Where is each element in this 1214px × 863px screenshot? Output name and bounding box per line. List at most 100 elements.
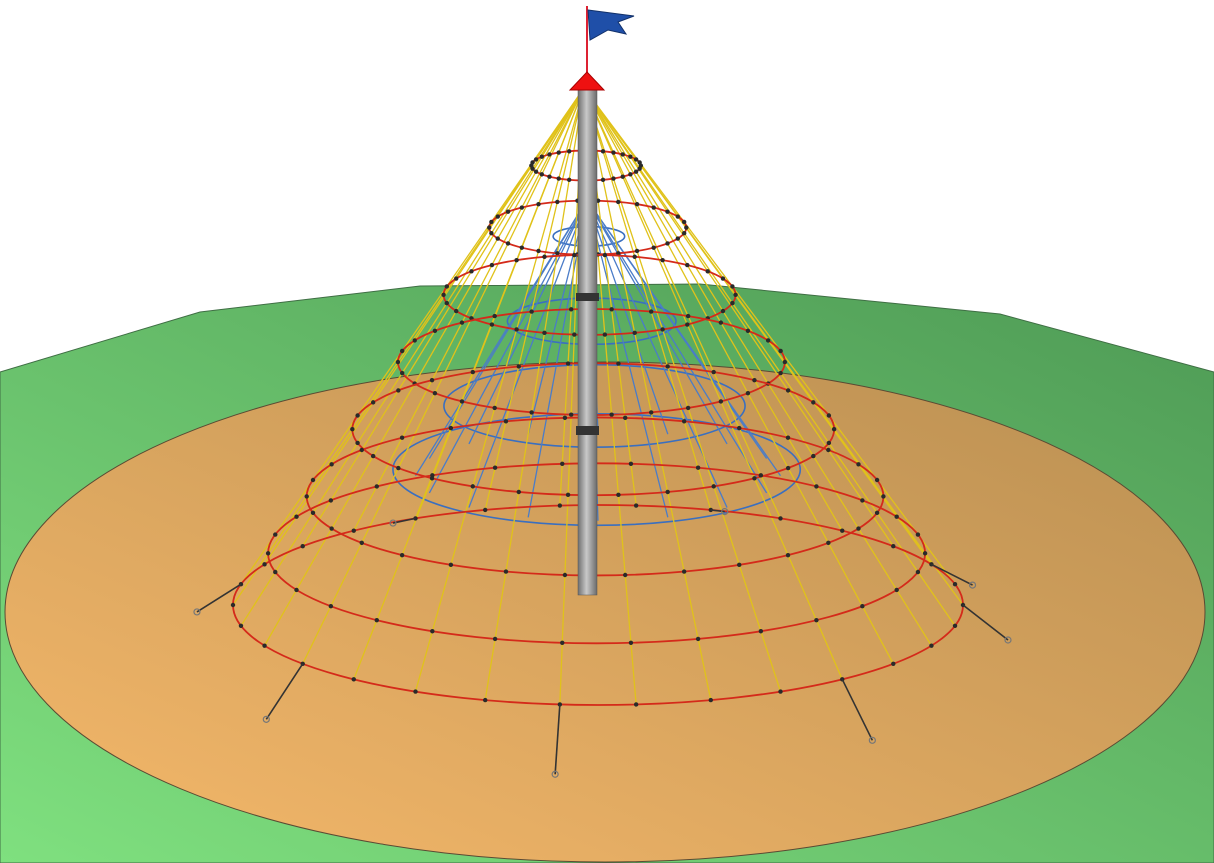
rope-knot	[711, 484, 716, 489]
rope-knot	[396, 388, 401, 393]
rope-knot	[733, 292, 738, 297]
rope-knot	[811, 453, 816, 459]
rope-knot	[685, 313, 691, 319]
rope-knot	[602, 332, 608, 337]
radial-rope	[240, 87, 585, 627]
rope-knot	[785, 435, 791, 440]
rope-knot	[329, 462, 334, 467]
rope-knot	[616, 199, 621, 205]
rope-knot	[429, 377, 435, 383]
rope-knot	[469, 269, 474, 274]
rope-knot	[547, 152, 552, 157]
rope-knot	[547, 174, 552, 179]
rope-knot	[230, 602, 236, 608]
rope-knot	[560, 461, 565, 466]
rope-knot	[600, 177, 606, 183]
rope-knot	[826, 440, 832, 446]
rope-knot	[396, 465, 401, 471]
rope-knot	[370, 400, 376, 405]
rope-knot	[529, 410, 534, 415]
rope-knot	[374, 484, 379, 489]
sand-area	[4, 361, 1206, 863]
inner-rope	[468, 199, 588, 445]
rope-knot	[711, 369, 716, 375]
rope-knot	[730, 284, 735, 289]
rope-knot	[675, 214, 681, 219]
rope-knot	[894, 514, 899, 519]
rope-knot	[752, 476, 757, 481]
rope-knot	[483, 697, 488, 703]
rope-knot	[359, 540, 364, 546]
anchor-ring	[1004, 636, 1012, 644]
rope-knot	[483, 507, 488, 513]
rope-knot	[623, 572, 628, 578]
rope-knot	[454, 276, 459, 281]
inner-rope	[468, 199, 588, 508]
rope-knot	[395, 359, 401, 365]
rope-knot	[695, 636, 701, 642]
rope-knot	[294, 514, 299, 519]
rope-knot	[632, 330, 637, 336]
anchor-ring	[389, 519, 397, 527]
rope-knot	[505, 241, 511, 246]
anchor-rope	[710, 509, 725, 513]
anchor-rope	[931, 563, 973, 586]
rope-knot	[514, 257, 519, 263]
rope-knot	[492, 313, 497, 319]
rope-knot	[459, 320, 465, 325]
rope-knot	[814, 484, 819, 489]
rope-knot	[778, 689, 783, 694]
rope-knot	[705, 269, 710, 274]
rope-knot	[665, 209, 670, 214]
anchor-ring	[968, 581, 977, 589]
rope-knot	[609, 307, 614, 312]
rope-knot	[720, 276, 726, 281]
rope-knot	[685, 262, 690, 268]
rope-knot	[304, 494, 309, 499]
rope-knot	[505, 209, 511, 214]
rope-knot	[856, 462, 861, 467]
rope-knot	[444, 300, 449, 306]
anchor-ring	[721, 508, 729, 516]
rope-knot	[533, 169, 539, 174]
rope-knot	[718, 320, 724, 325]
inner-rope	[428, 199, 588, 494]
rope-knot	[572, 332, 577, 337]
rope-knot	[294, 587, 299, 593]
rope-knot	[262, 562, 267, 567]
rope-knot	[922, 551, 928, 556]
rope-knot	[730, 300, 735, 306]
rope-knot	[929, 643, 934, 648]
rope-knot	[519, 205, 525, 210]
rope-knot	[665, 489, 670, 495]
rope-knot	[758, 629, 764, 634]
rope-knot	[399, 348, 405, 354]
rope-knot	[633, 702, 639, 707]
rope-knot	[648, 410, 654, 415]
rope-knot	[562, 572, 568, 578]
rope-knot	[665, 364, 670, 369]
rope-knot	[826, 447, 831, 453]
rope-knot	[651, 205, 656, 210]
rope-knot	[432, 328, 438, 334]
rope-knot	[695, 465, 701, 470]
rope-knot	[831, 427, 837, 432]
anchor-rope	[554, 704, 561, 775]
rope-knot	[568, 307, 574, 312]
radial-rope	[583, 87, 782, 692]
rope-knot	[503, 419, 509, 424]
rope-knot	[514, 327, 519, 332]
rope-knot	[628, 461, 634, 466]
rope-knot	[660, 257, 665, 263]
rope-knot	[633, 503, 639, 508]
rope-knot	[533, 157, 539, 162]
rope-knot	[881, 494, 886, 499]
rope-knot	[814, 617, 819, 623]
rope-knot	[628, 640, 634, 646]
rope-knot	[516, 364, 521, 369]
rope-knot	[566, 177, 572, 183]
radial-rope	[414, 87, 585, 519]
rope-knot	[602, 252, 608, 258]
rope-knot	[623, 415, 628, 421]
